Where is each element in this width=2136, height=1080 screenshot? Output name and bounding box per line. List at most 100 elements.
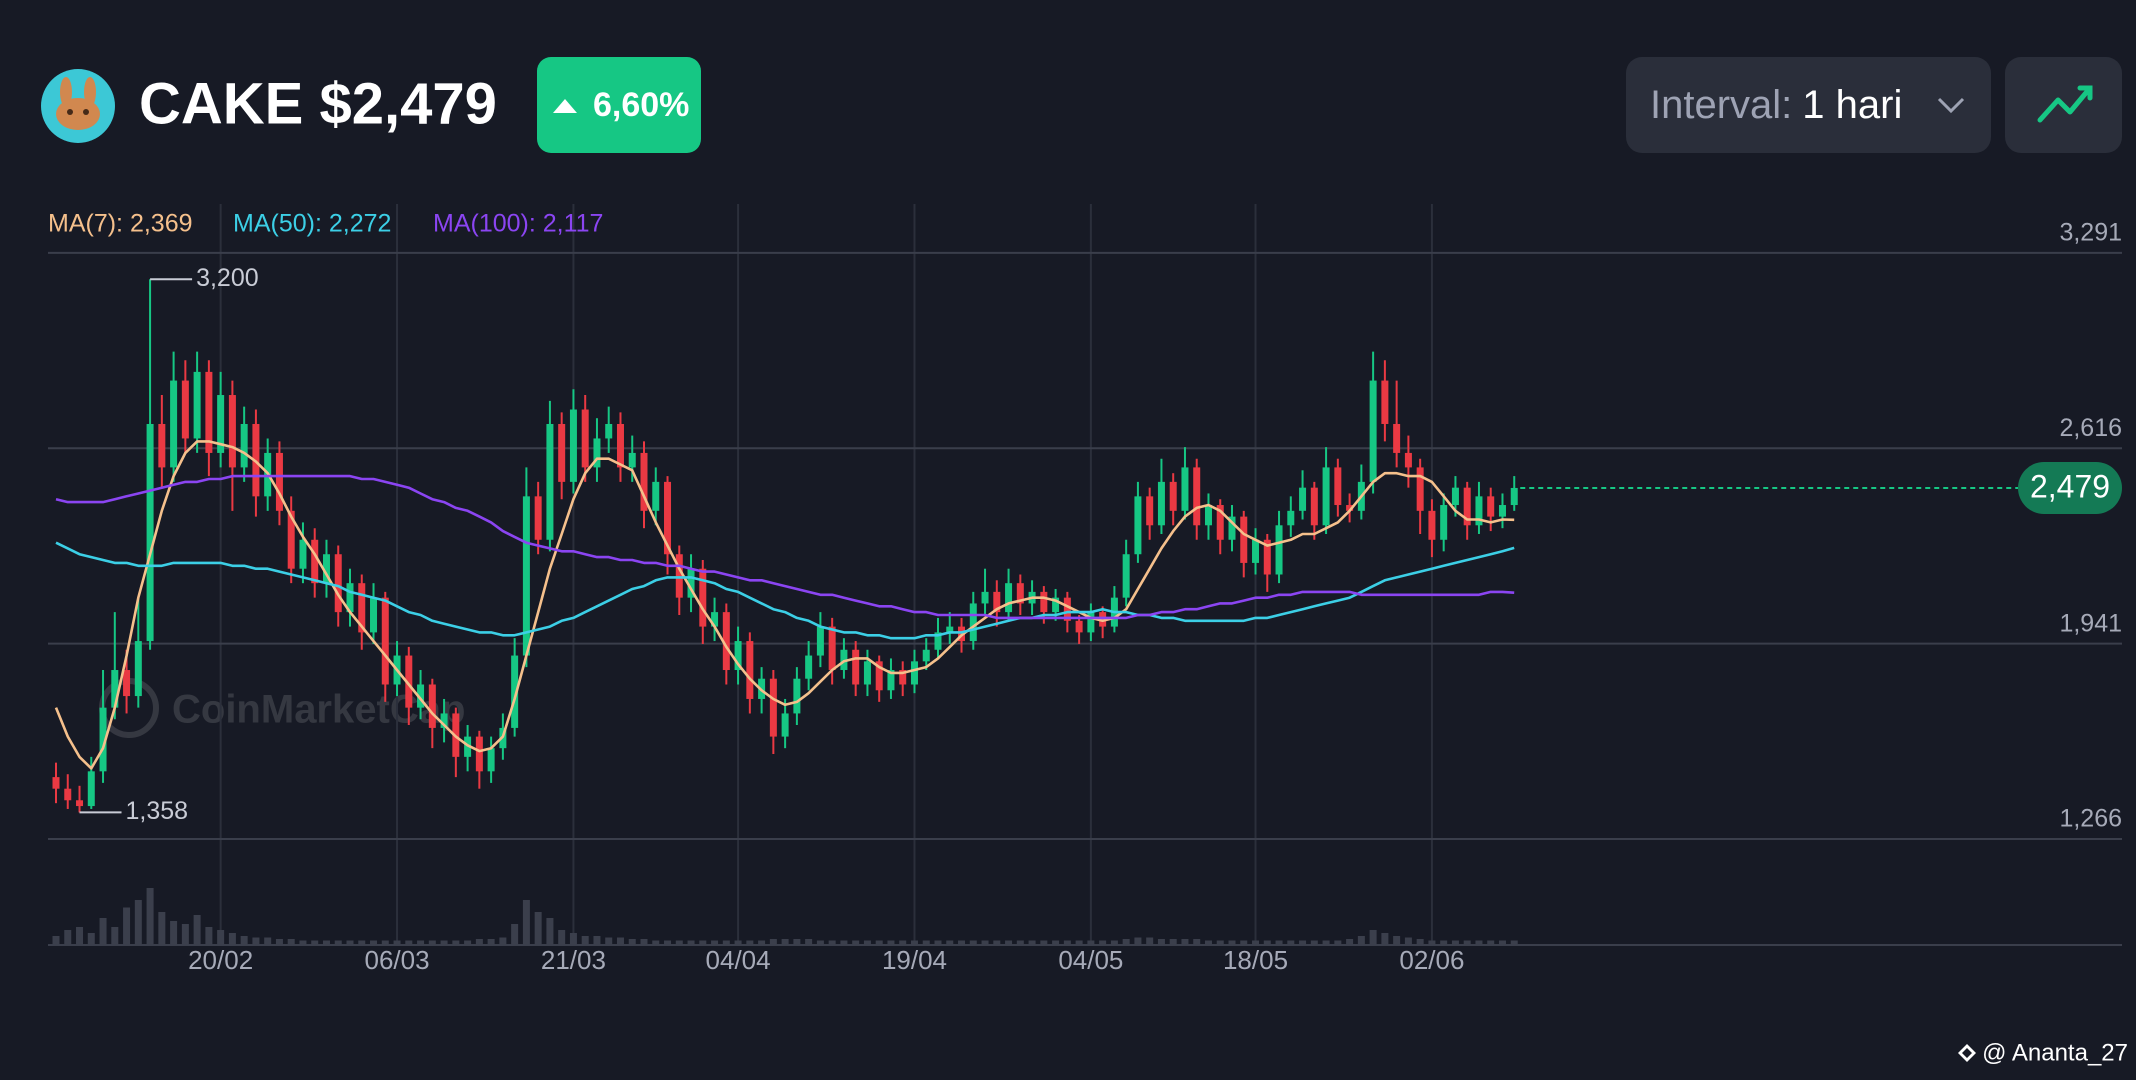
candle-body (828, 626, 836, 671)
volume-bar (1440, 940, 1448, 945)
candle-body (123, 670, 131, 697)
x-tick-label: 21/03 (541, 945, 606, 975)
volume-bar (87, 933, 95, 945)
interval-dropdown[interactable] (1626, 57, 1991, 153)
y-tick-label: 2,616 (2059, 414, 2122, 442)
volume-bar (1240, 940, 1248, 945)
current-price-label: 2,479 (2030, 468, 2110, 504)
coin-icon (41, 69, 115, 143)
candle-body (287, 510, 295, 569)
volume-bar (605, 937, 613, 945)
volume-bar (664, 940, 672, 945)
volume-bar (522, 900, 530, 945)
candle-body (358, 583, 366, 633)
candle-body (228, 395, 236, 468)
volume-bar (1063, 940, 1071, 945)
volume-bar (1287, 940, 1295, 945)
ma-line (55, 474, 1515, 620)
candle-body (1122, 554, 1130, 598)
volume-bar (1228, 940, 1236, 945)
chevron (1937, 97, 1965, 114)
volume-bar (193, 915, 201, 945)
volume-bar (1028, 940, 1036, 945)
volume-bar (887, 940, 895, 945)
credit: @ Ananta_27 (1982, 1039, 2128, 1066)
volume-bar (993, 940, 1001, 945)
x-tick-label: 19/04 (882, 945, 947, 975)
candle-body (1075, 620, 1083, 633)
candle-body (522, 496, 530, 656)
x-tick-label: 02/06 (1399, 945, 1464, 975)
volume-bar (99, 918, 107, 945)
credit-icon (1958, 1044, 1976, 1062)
candle-body (1204, 505, 1212, 526)
volume-bar (958, 940, 966, 945)
candle-body (99, 707, 107, 772)
candle-body (181, 380, 189, 439)
candle-body (1393, 423, 1401, 453)
volume-bar (1263, 940, 1271, 945)
volume-bar (746, 940, 754, 945)
candle-body (334, 554, 342, 613)
volume-bar (76, 927, 84, 945)
legend-entry: MA(7): 2,369 (48, 210, 193, 238)
volume-bar (1393, 936, 1401, 945)
candle-body (134, 641, 142, 697)
volume-bar (1016, 940, 1024, 945)
candle-body (1169, 481, 1177, 511)
volume-bar (910, 940, 918, 945)
volume-bar (511, 924, 519, 945)
volume-bar (1475, 940, 1483, 945)
y-tick-label: 1,941 (2059, 609, 2122, 637)
candle-body (569, 409, 577, 482)
candle-body (722, 612, 730, 671)
volume-bar (228, 933, 236, 945)
candle-body (899, 670, 907, 685)
volume-bar (934, 940, 942, 945)
interval-label: Interval: (1650, 83, 1792, 127)
volume-bar (1416, 939, 1424, 945)
candle-body (158, 423, 166, 468)
candle-body (605, 423, 613, 439)
candle-body (440, 713, 448, 728)
volume-bar (311, 940, 319, 945)
candle-body (805, 655, 813, 679)
volume-bar (1193, 939, 1201, 945)
volume-bar (852, 940, 860, 945)
candle-body (664, 481, 672, 555)
title: CAKE $2,479 (139, 71, 497, 136)
candle-body (1134, 496, 1142, 555)
volume-bar (652, 940, 660, 945)
candle-body (781, 713, 789, 737)
volume-bar (322, 940, 330, 945)
candle-body (581, 409, 589, 468)
volume-bar (863, 940, 871, 945)
volume-bar (499, 937, 507, 945)
candle-body (1334, 467, 1342, 506)
candle-body (616, 423, 624, 468)
volume-bar (299, 940, 307, 945)
volume-bar (240, 936, 248, 945)
volume-bar (264, 937, 272, 945)
volume-bar (1134, 937, 1142, 945)
candle-body (711, 612, 719, 627)
up-arrow (553, 99, 577, 113)
candle-body (1263, 539, 1271, 575)
volume-bar (1334, 940, 1342, 945)
candle-body (346, 583, 354, 613)
volume-bar (358, 940, 366, 945)
volume-bar (1322, 940, 1330, 945)
candle-body (511, 655, 519, 728)
volume-bar (111, 927, 119, 945)
volume-bar (252, 937, 260, 945)
candle-body (887, 670, 895, 691)
candle-body (652, 481, 660, 511)
volume-bar (170, 921, 178, 945)
candle-body (1228, 516, 1236, 540)
candle-body (322, 554, 330, 584)
candle-body (934, 632, 942, 650)
volume-bar (1369, 930, 1377, 945)
volume-bar (1157, 939, 1165, 945)
volume-bar (722, 940, 730, 945)
